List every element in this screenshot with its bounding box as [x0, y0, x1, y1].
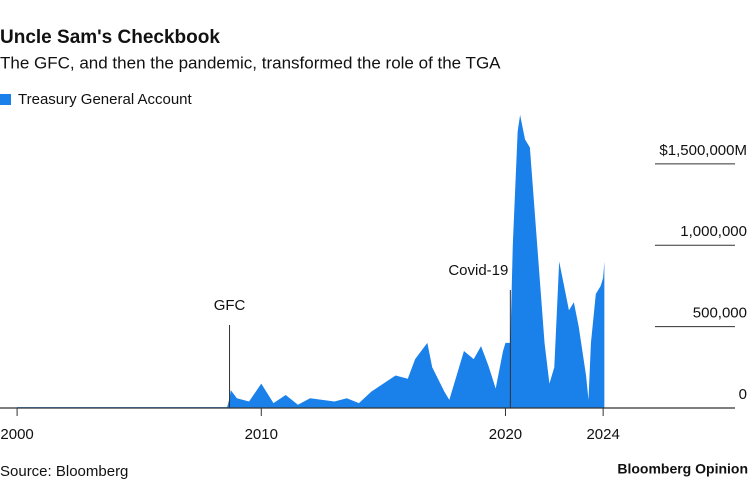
- annotation: Covid-19: [448, 262, 508, 279]
- legend-swatch: [0, 94, 11, 105]
- area: [17, 115, 605, 408]
- x-tick-label: 2020: [489, 426, 522, 443]
- y-tick-label: 1,000,000: [680, 223, 747, 240]
- y-tick-label: 500,000: [693, 305, 747, 322]
- y-tick-label: 0: [739, 386, 747, 403]
- source: Source: Bloomberg: [0, 463, 128, 480]
- brand: Bloomberg Opinion: [617, 461, 748, 477]
- x-tick-label: 2024: [586, 426, 619, 443]
- y-tick-label: $1,500,000M: [659, 142, 747, 159]
- annotation: GFC: [214, 297, 246, 314]
- chart-subtitle: The GFC, and then the pandemic, transfor…: [0, 53, 501, 72]
- legend-label: Treasury General Account: [18, 91, 193, 108]
- x-tick-label: 2000: [0, 426, 33, 443]
- chart-title: Uncle Sam's Checkbook: [0, 27, 220, 48]
- x-tick-label: 2010: [245, 426, 278, 443]
